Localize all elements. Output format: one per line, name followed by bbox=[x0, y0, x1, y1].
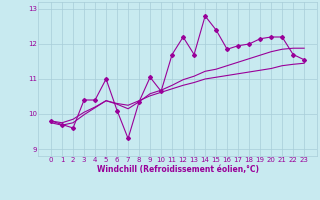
X-axis label: Windchill (Refroidissement éolien,°C): Windchill (Refroidissement éolien,°C) bbox=[97, 165, 259, 174]
